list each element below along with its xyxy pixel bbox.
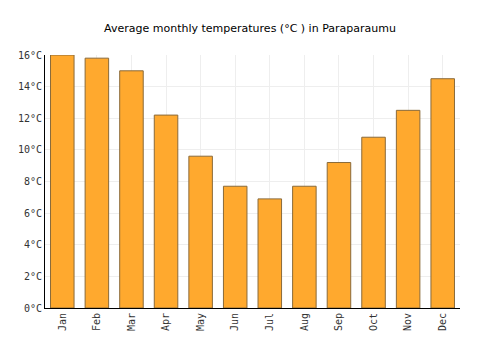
svg-text:10°C: 10°C — [18, 144, 42, 155]
svg-text:Feb: Feb — [91, 313, 102, 331]
svg-text:Jun: Jun — [229, 313, 240, 331]
svg-text:Average monthly temperatures (: Average monthly temperatures (°C ) in Pa… — [104, 22, 396, 35]
svg-text:8°C: 8°C — [24, 176, 42, 187]
svg-text:Dec: Dec — [437, 313, 448, 331]
svg-text:Apr: Apr — [160, 313, 171, 331]
svg-text:14°C: 14°C — [18, 81, 42, 92]
svg-text:12°C: 12°C — [18, 113, 42, 124]
svg-text:Oct: Oct — [368, 313, 379, 331]
svg-text:Mar: Mar — [126, 313, 137, 331]
svg-text:Jul: Jul — [264, 313, 275, 331]
svg-text:16°C: 16°C — [18, 50, 42, 61]
svg-text:2°C: 2°C — [24, 271, 42, 282]
svg-text:4°C: 4°C — [24, 239, 42, 250]
svg-text:0°C: 0°C — [24, 303, 42, 314]
svg-text:Nov: Nov — [402, 313, 413, 331]
svg-text:Jan: Jan — [57, 313, 68, 331]
svg-text:Aug: Aug — [299, 313, 310, 331]
svg-text:May: May — [195, 313, 206, 331]
svg-text:Sep: Sep — [333, 313, 344, 331]
svg-text:6°C: 6°C — [24, 208, 42, 219]
